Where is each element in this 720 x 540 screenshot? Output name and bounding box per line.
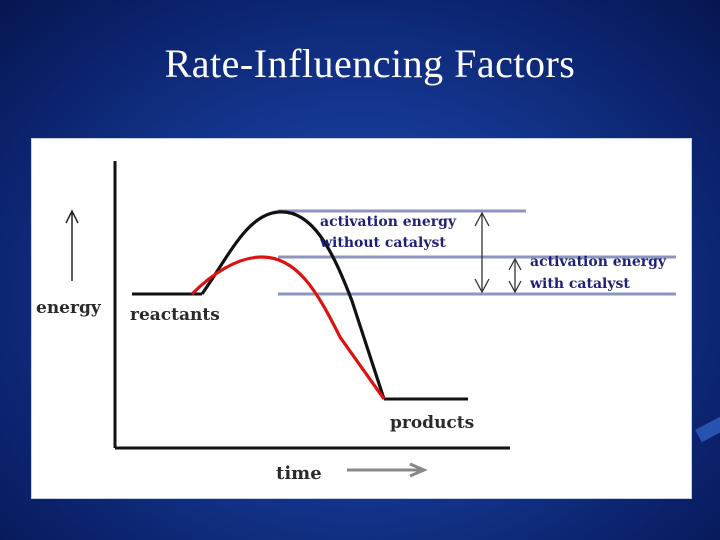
activation-with-line2: with catalyst xyxy=(529,276,630,292)
time-arrow-icon xyxy=(347,462,428,478)
time-axis-label: time xyxy=(276,463,322,484)
slide-title: Rate-Influencing Factors xyxy=(164,41,576,86)
activation-arrow-uncatalyzed xyxy=(474,211,490,294)
energy-axis-label: energy xyxy=(36,298,102,318)
uncatalyzed-curve xyxy=(200,210,386,400)
activation-without-line2: without catalyst xyxy=(319,235,446,251)
energy-diagram: energy activation energy without cata xyxy=(31,138,692,499)
activation-without-line1: activation energy xyxy=(320,214,457,230)
activation-with-line1: activation energy xyxy=(530,254,667,270)
decorative-stripe xyxy=(695,401,720,443)
catalyzed-curve xyxy=(190,255,386,400)
activation-arrow-catalyzed xyxy=(508,257,522,294)
energy-diagram-svg: energy activation energy without cata xyxy=(36,161,676,484)
reactants-label: reactants xyxy=(130,305,220,325)
products-label: products xyxy=(390,413,474,433)
energy-arrow-icon xyxy=(65,209,79,281)
